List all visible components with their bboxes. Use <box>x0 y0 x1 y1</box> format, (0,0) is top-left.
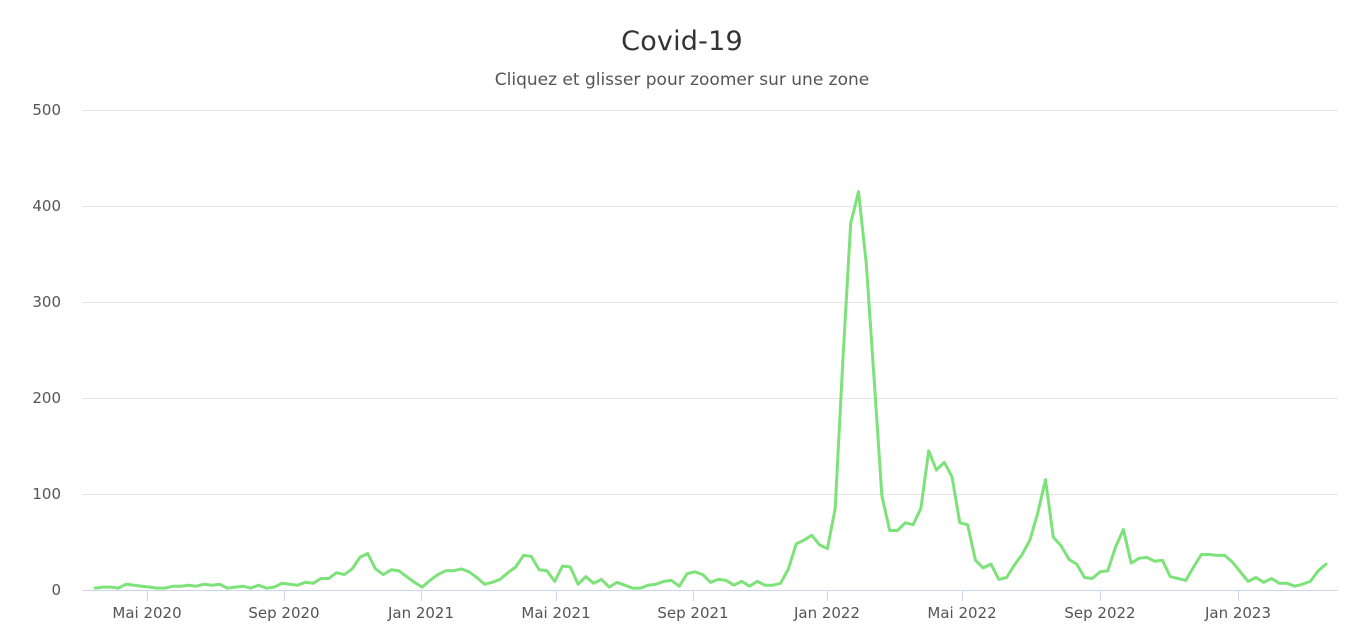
x-tick-label: Sep 2021 <box>657 604 728 622</box>
y-tick-label: 200 <box>32 389 61 407</box>
y-gridlines <box>82 110 1338 495</box>
y-tick-label: 500 <box>32 101 61 119</box>
x-tick-label: Jan 2022 <box>793 604 860 622</box>
x-tick-label: Mai 2022 <box>927 604 996 622</box>
x-axis-labels: Mai 2020 Sep 2020 Jan 2021 Mai 2021 Sep 2021… <box>112 591 1271 622</box>
y-tick-label: 300 <box>32 293 61 311</box>
x-tick-label: Sep 2020 <box>248 604 319 622</box>
series-line-covid-19[interactable] <box>93 190 1328 590</box>
x-tick-label: Sep 2022 <box>1064 604 1135 622</box>
y-tick-label: 400 <box>32 197 61 215</box>
x-tick-label: Jan 2023 <box>1204 604 1271 622</box>
y-tick-label: 0 <box>51 581 61 599</box>
chart-title: Covid-19 <box>621 26 743 57</box>
y-tick-label: 100 <box>32 485 61 503</box>
chart-subtitle: Cliquez et glisser pour zoomer sur une z… <box>494 70 870 90</box>
x-tick-label: Mai 2021 <box>521 604 590 622</box>
x-tick-label: Mai 2020 <box>112 604 181 622</box>
x-tick-label: Jan 2021 <box>387 604 454 622</box>
y-axis-labels: 0 100 200 300 400 500 <box>32 101 61 599</box>
